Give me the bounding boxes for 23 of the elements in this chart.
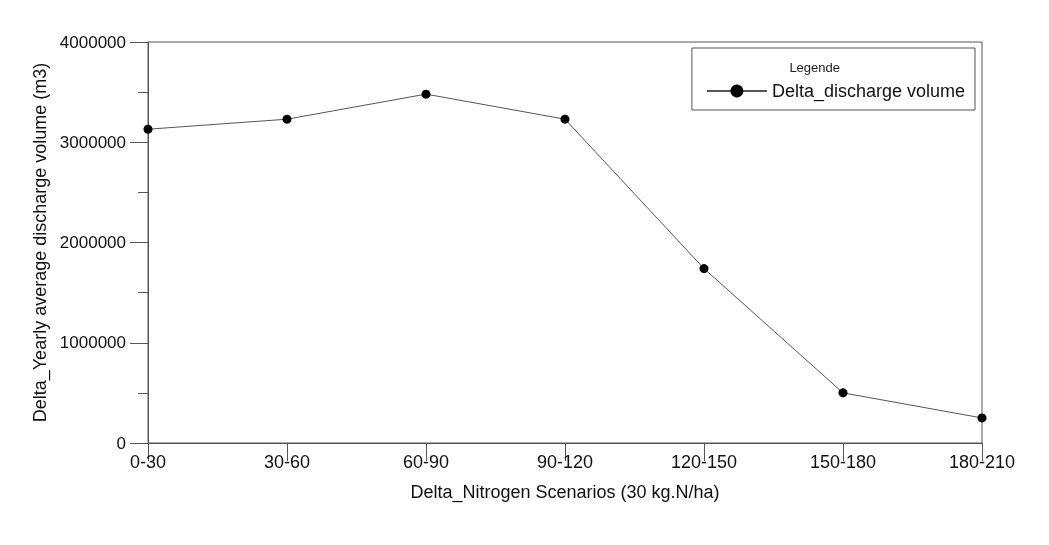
x-tick-label: 30-60 — [263, 452, 311, 472]
point — [977, 413, 987, 423]
y-tick-label: 4000000 — [59, 32, 126, 52]
point — [838, 388, 848, 398]
x-tick-label: 0-30 — [129, 452, 167, 472]
point — [560, 114, 570, 124]
point — [143, 124, 153, 134]
x-tick-label: 90-120 — [536, 452, 594, 472]
x-axis-title: Delta_Nitrogen Scenarios (30 kg.N/ha) — [410, 482, 720, 503]
x-tick-label: 150-180 — [809, 452, 877, 472]
y-tick-label: 0 — [116, 433, 126, 453]
x-tick-label: 120-150 — [670, 452, 738, 472]
y-axis-title: Delta_Yearly average discharge volume (m3) — [29, 62, 51, 423]
y-tick-label: 1000000 — [59, 333, 126, 353]
y-tick-label: 3000000 — [59, 132, 126, 152]
x-tick-label: 60-90 — [402, 452, 450, 472]
point — [421, 89, 431, 99]
legend-label: Delta_discharge volume — [771, 81, 965, 102]
y-tick-label: 2000000 — [59, 233, 126, 252]
x-tick-label: 180-210 — [948, 452, 1016, 472]
legend-title: Legende — [789, 60, 841, 75]
point — [699, 264, 709, 274]
point — [282, 114, 292, 124]
